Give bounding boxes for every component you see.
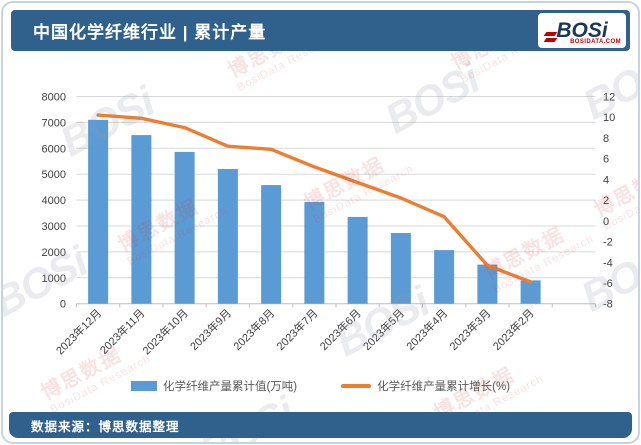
x-axis-label: 2023年12月 — [53, 306, 104, 357]
right-axis-label: -4 — [603, 257, 613, 269]
left-axis-label: 7000 — [42, 117, 66, 129]
logo-text: BOSi — [556, 18, 608, 42]
bar — [174, 151, 195, 304]
x-axis-label: 2023年5月 — [360, 306, 407, 353]
legend-item-line: 化学纤维产量累计增长(%) — [341, 378, 510, 394]
legend-label-line: 化学纤维产量累计增长(%) — [377, 381, 511, 393]
x-axis-label: 2023年4月 — [403, 306, 450, 353]
bar — [217, 169, 238, 304]
left-axis-label: 1000 — [42, 273, 66, 285]
x-axis-label: 2023年2月 — [490, 306, 537, 353]
trend-line — [96, 113, 533, 284]
bar — [520, 280, 541, 304]
bar — [347, 216, 368, 304]
bar — [434, 250, 455, 304]
left-axis-label: 8000 — [42, 92, 66, 104]
bar — [261, 185, 282, 304]
legend-label-bar: 化学纤维产量累计值(万吨) — [162, 381, 298, 393]
x-axis-label: 2023年10月 — [139, 306, 190, 357]
x-axis-label: 2023年6月 — [317, 306, 364, 353]
right-axis-label: 4 — [603, 174, 609, 186]
right-axis-label: 6 — [603, 154, 609, 166]
combo-chart: 0 1000 2000 3000 4000 5000 6000 7000 8000 -8 -6 -4 -… — [42, 92, 616, 358]
chart-legend: 化学纤维产量累计值(万吨) 化学纤维产量累计增长(%) — [3, 375, 638, 397]
right-axis-label: 8 — [603, 133, 609, 145]
right-axis-label: -8 — [603, 299, 613, 311]
right-axis-label: 2 — [603, 195, 609, 207]
bar — [390, 232, 411, 304]
source-text: 数据来源：博思数据整理 — [31, 419, 180, 434]
left-axis-label: 4000 — [42, 195, 66, 207]
logo-slash-icon — [543, 30, 558, 42]
left-axis-label: 6000 — [42, 143, 66, 155]
right-axis-label: 10 — [603, 112, 615, 124]
x-axis-label: 2023年7月 — [273, 306, 320, 353]
x-axis-label: 2023年8月 — [230, 306, 277, 353]
bar — [304, 201, 325, 304]
chart-title: 中国化学纤维行业 | 累计产量 — [33, 23, 267, 42]
right-axis-label: 0 — [603, 216, 609, 228]
bar — [477, 264, 498, 304]
bar-swatch-icon — [130, 381, 157, 391]
right-axis-label: -2 — [603, 237, 613, 249]
bosi-logo: BOSi BOSIDATA.COM — [538, 13, 626, 48]
chart-header: 中国化学纤维行业 | 累计产量 BOSi BOSIDATA.COM — [11, 10, 630, 51]
right-axis-label: 12 — [603, 92, 615, 104]
logo-site: BOSIDATA.COM — [570, 39, 621, 45]
bar — [131, 135, 152, 304]
right-axis-label: -6 — [603, 278, 613, 290]
legend-item-bar: 化学纤维产量累计值(万吨) — [130, 378, 298, 394]
bar — [88, 119, 109, 304]
x-axis-label: 2023年9月 — [187, 306, 234, 353]
line-swatch-icon — [341, 384, 372, 388]
left-axis-label: 3000 — [42, 221, 66, 233]
left-axis-label: 0 — [60, 299, 66, 311]
left-axis-label: 5000 — [42, 169, 66, 181]
left-axis-label: 2000 — [42, 247, 66, 259]
source-bar: 数据来源：博思数据整理 — [9, 412, 632, 438]
x-axis-label: 2023年3月 — [446, 306, 493, 353]
